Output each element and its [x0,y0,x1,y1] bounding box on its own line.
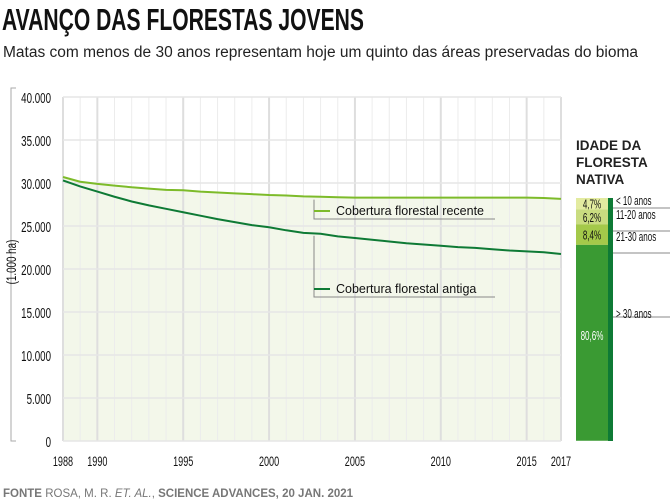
x-tick-label: 1990 [87,453,108,470]
series-line-old [62,179,562,255]
x-tick-label: 2005 [345,453,366,470]
y-tick-label: 5.000 [27,391,51,408]
age-bar-pct: 6,2% [583,211,602,225]
age-bar-label: 21-30 anos [616,230,657,244]
y-tick-label: 35.000 [21,133,51,150]
y-axis-label: (1.000 ha) [3,240,19,285]
annotation-leader-old [313,235,495,298]
age-bar-pct: 8,4% [583,229,602,243]
source-journal: SCIENCE ADVANCES, 20 JAN. 2021 [158,488,354,500]
age-bar-label: > 30 anos [616,307,652,321]
age-bar-label: 11-20 anos [616,208,656,222]
source-label: FONTE [3,488,42,500]
age-bar-segment [576,209,608,225]
annotation-recent: Cobertura florestal recente [336,204,484,218]
y-axis-bracket [10,87,16,442]
y-tick-label: 30.000 [21,176,51,193]
age-bar-segment [576,244,608,441]
age-bar-edge [608,198,613,441]
age-bar-pct: 80,6% [581,329,604,343]
area-fill [63,176,561,442]
y-tick-label: 0 [46,434,51,451]
x-tick-label: 2015 [517,453,538,470]
y-tick-label: 40.000 [21,90,51,107]
x-tick-label: 1995 [173,453,194,470]
series-line-recent [62,176,562,200]
y-tick-label: 15.000 [21,305,51,322]
x-tick-label: 2017 [551,453,571,470]
age-bar-pct: 4,7% [583,198,602,212]
y-tick-label: 10.000 [21,348,51,365]
annotation-old: Cobertura florestal antiga [336,282,476,296]
source-author: ROSA, M. R. [45,488,112,500]
annotation-leader-recent [313,199,495,220]
age-bar-segment [576,224,608,245]
x-tick-label: 2010 [431,453,452,470]
chart-title: AVANÇO DAS FLORESTAS JOVENS [2,2,364,37]
y-tick-label: 25.000 [21,219,51,236]
age-bar-label: < 10 anos [616,194,652,208]
age-legend-title: IDADE DA FLORESTA NATIVA [576,138,648,187]
source-note: FONTE ROSA, M. R. ET. AL., SCIENCE ADVAN… [3,488,354,500]
x-tick-label: 1988 [53,453,74,470]
source-etal: ET. AL. [114,488,152,500]
x-tick-label: 2000 [259,453,280,470]
y-tick-label: 20.000 [21,262,51,279]
age-bar-segment [576,198,608,210]
chart-subtitle: Matas com menos de 30 anos representam h… [3,44,638,61]
